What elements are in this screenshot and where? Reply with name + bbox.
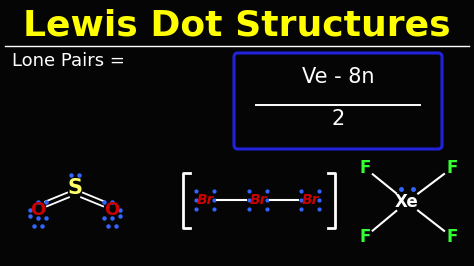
Text: F: F	[359, 159, 371, 177]
Text: F: F	[447, 228, 458, 246]
Text: 2: 2	[331, 109, 345, 129]
Text: O: O	[104, 201, 119, 219]
Text: Lone Pairs =: Lone Pairs =	[12, 52, 125, 70]
Text: S: S	[67, 178, 82, 198]
Text: Br: Br	[196, 193, 214, 207]
Text: F: F	[359, 228, 371, 246]
Text: Br: Br	[301, 193, 319, 207]
Text: Br: Br	[249, 193, 267, 207]
Text: Lewis Dot Structures: Lewis Dot Structures	[23, 8, 451, 42]
Text: O: O	[30, 201, 46, 219]
Text: Ve - 8n: Ve - 8n	[302, 67, 374, 87]
FancyBboxPatch shape	[234, 53, 442, 149]
Text: Xe: Xe	[395, 193, 419, 211]
Text: F: F	[447, 159, 458, 177]
